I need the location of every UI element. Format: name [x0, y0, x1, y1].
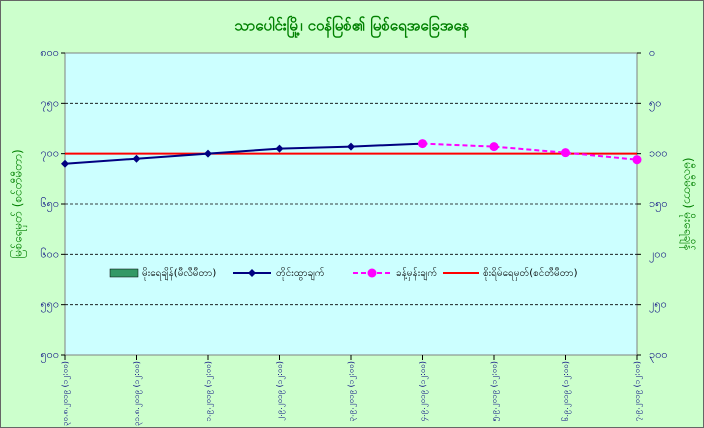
point [418, 139, 427, 149]
x-tick-label: ၃.၉.၂၀၁၉ (၁၂:၀၀) [347, 361, 358, 421]
legend-label: တိုင်းထွာချက် [276, 266, 325, 281]
x-tick-label: ၁.၉.၂၀၁၉ (၁၂:၀၀) [204, 361, 215, 421]
series-line [422, 142, 638, 161]
y2-tick-label: ၃၀၀ [649, 348, 668, 363]
y2-tick-label: ၁၅၀ [649, 197, 668, 212]
y2-tick-label: ၀ [649, 46, 655, 59]
x-tick-label: ၃၁.၈.၂၀၁၉ (၁၂:၀၀) [132, 361, 143, 426]
x-tick-label: ၆.၉.၂၀၁၉ (၁၂:၀၀) [560, 361, 572, 421]
y2-tick-label: ၁၀၀ [649, 147, 668, 160]
point [632, 155, 642, 165]
y-tick-label: ၇၀၀ [40, 147, 59, 162]
point [347, 142, 355, 151]
y-axis-label: မြစ်ရေမှတ် (စင်တီမီတာ) [9, 149, 28, 258]
point [132, 154, 141, 163]
x-tick-label: ၂.၉.၂၀၁၉ (၁၂:၀၀) [275, 361, 286, 421]
y-tick-label: ၆၀၀ [40, 247, 59, 260]
y-tick-label: ၈၀၀ [40, 46, 59, 59]
y2-tick-label: ၂၅၀ [649, 298, 667, 313]
x-tick-label: ၄.၉.၂၀၁၉ (၁၂:၀၀) [418, 361, 429, 421]
y2-axis-label: (မီလီမီတာ) မိုးရေချိန် [679, 158, 697, 251]
legend-label: စိုးရိမ်ရေမှတ်(စင်တီမီတာ) [483, 266, 578, 281]
x-tick-label: ၅.၉.၂၀၁၉ (၁၂:၀၀) [490, 361, 501, 421]
point [204, 149, 212, 158]
point [489, 142, 499, 152]
legend-marker [248, 269, 256, 277]
point [275, 144, 284, 153]
point [61, 159, 69, 168]
x-tick-label: ၃၀.၈.၂၀၁၉ (၁၂:၀၀) [61, 361, 72, 426]
y2-tick-label: ၅၀ [649, 96, 661, 111]
y-tick-label: ၅၅၀ [40, 298, 59, 313]
legend-label: ခန့်မှန်းချက် [396, 266, 437, 281]
point [561, 148, 570, 158]
x-tick-label: ၇.၉.၂၀၁၉ (၁၂:၀၀) [633, 361, 644, 421]
y2-tick-label: ၂၀၀ [649, 247, 667, 262]
y-tick-label: ၅၀၀ [40, 348, 59, 363]
y-tick-label: ၆၅၀ [40, 197, 59, 212]
y-tick-label: ၇၅၀ [40, 96, 59, 111]
series-line [64, 142, 423, 165]
legend-marker [367, 268, 377, 278]
legend-swatch [109, 268, 139, 278]
legend-label: မိုးရေချိန်(မီလီမီတာ) [142, 266, 216, 281]
